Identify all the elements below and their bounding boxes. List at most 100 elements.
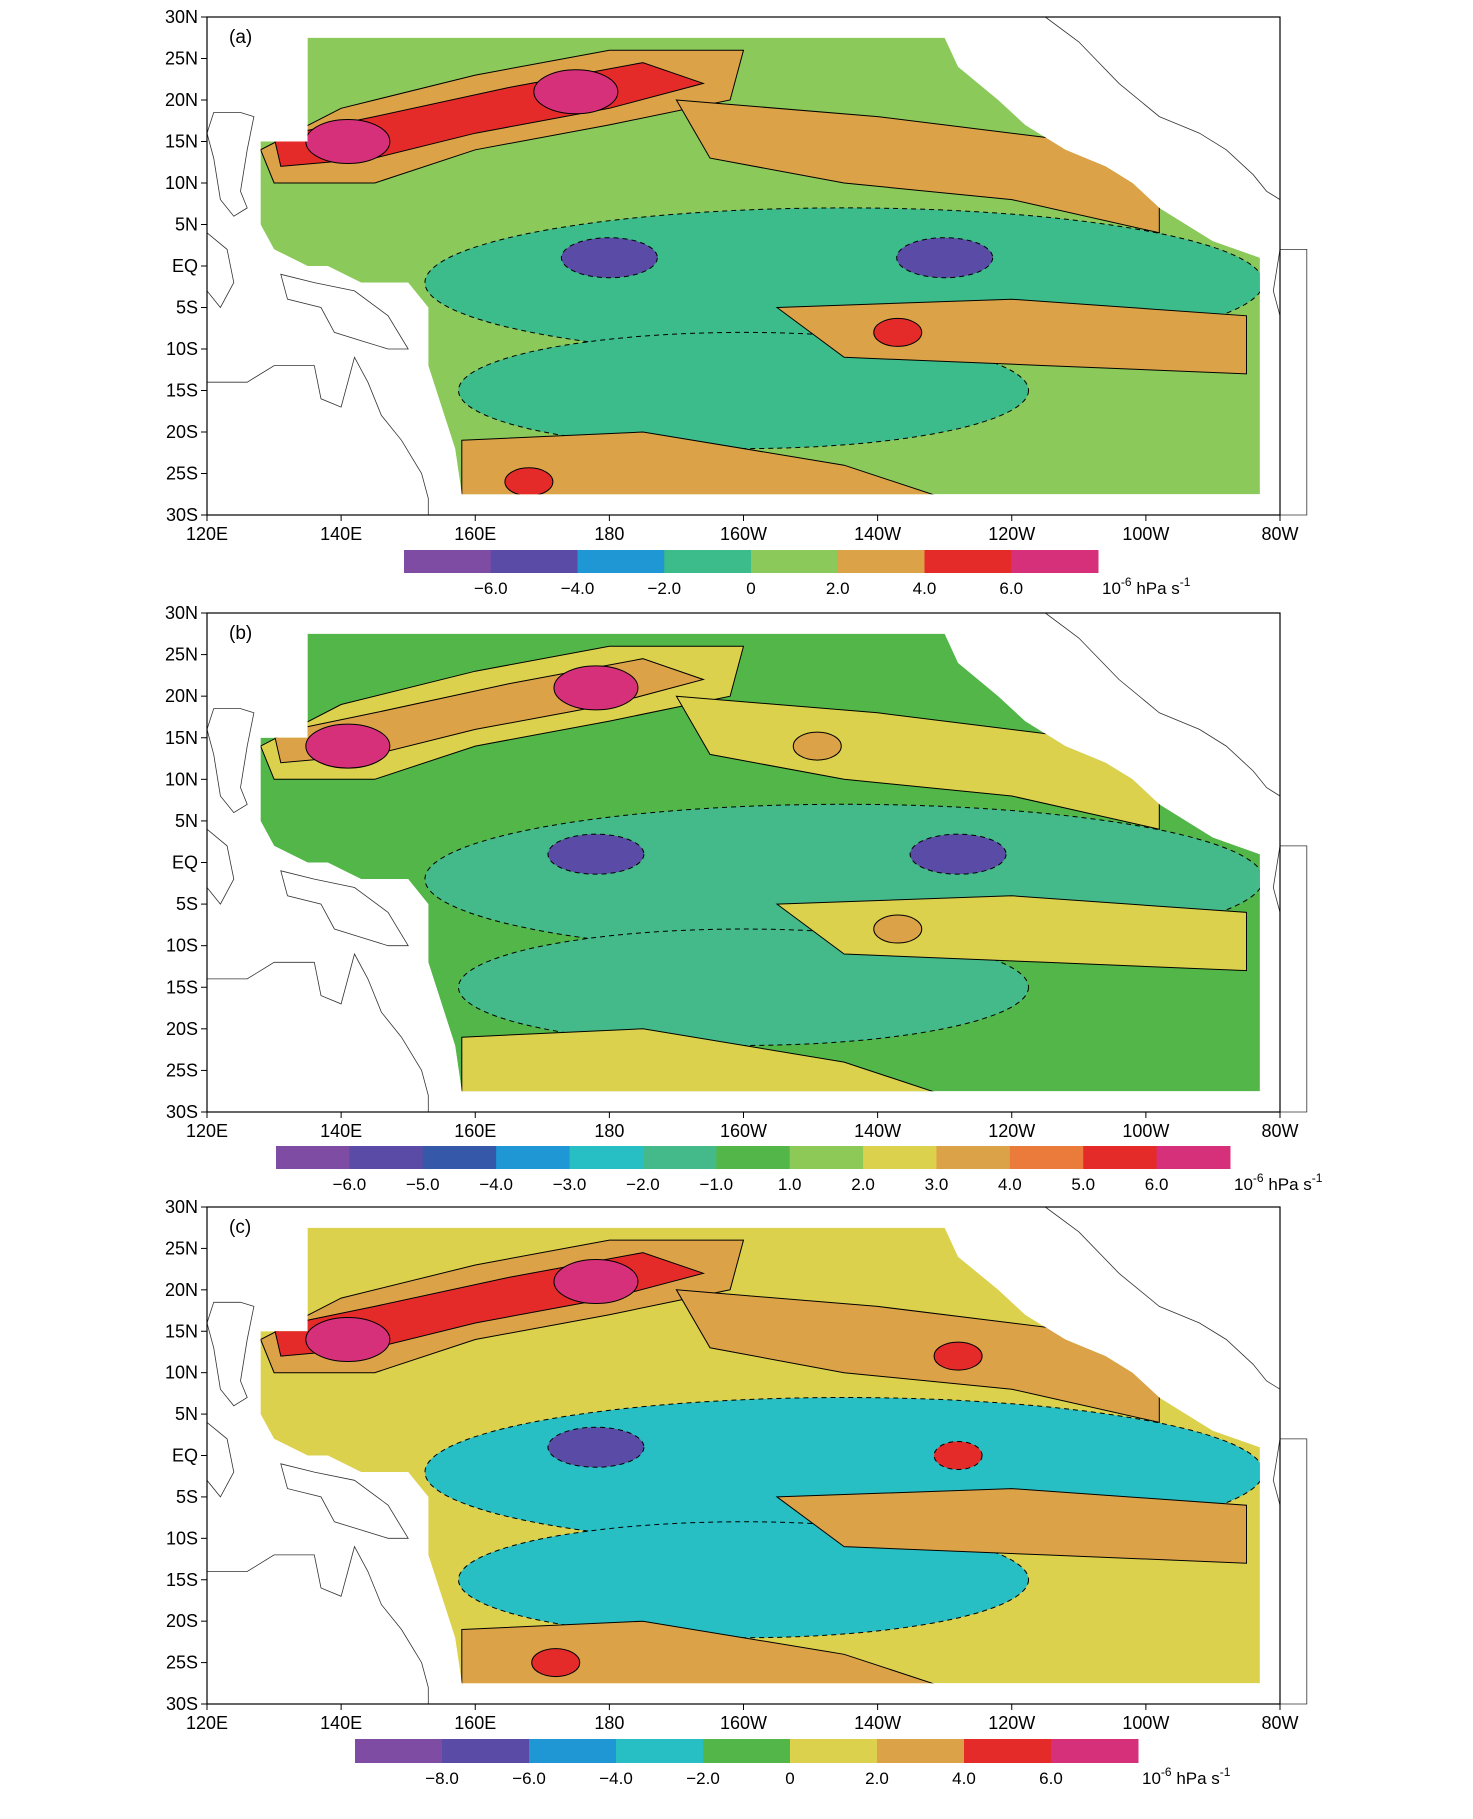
lat-tick-label: EQ [172,256,198,276]
contour-center-positive [305,119,391,164]
lat-tick-label: 30S [166,505,198,525]
panel-label: (a) [229,27,252,48]
lat-tick-label: 25N [165,1238,198,1258]
lon-tick-label: 80W [1261,1713,1298,1733]
lat-tick-label: 25S [166,1653,198,1673]
lat-tick-label: EQ [172,853,198,873]
coastline [206,356,429,516]
lon-tick-label: 160E [454,1713,496,1733]
colorbar-tick-label: 6.0 [1145,1175,1169,1194]
lat-tick-label: 10N [165,769,198,789]
colorbar-swatch [422,1146,497,1169]
lat-tick-label: 20S [166,1611,198,1631]
colorbar-swatch [1051,1739,1139,1763]
lat-tick-label: EQ [172,1446,198,1466]
lat-tick-label: 15N [165,132,198,152]
lon-tick-label: 80W [1261,524,1298,544]
contour-center-negative [560,237,658,279]
colorbar-tick-label: −6.0 [333,1175,367,1194]
lon-tick-label: 100W [1122,1713,1169,1733]
colorbar-unit: 10-6 hPa s-1 [1102,575,1191,598]
eastern-positive-band [675,1289,1160,1424]
lon-tick-label: 160W [720,1713,767,1733]
colorbar-swatch [642,1146,717,1169]
coastline [1272,249,1308,516]
colorbar-swatch [355,1739,443,1763]
coastline [280,273,409,350]
lat-tick-label: 15S [166,1570,198,1590]
lon-tick-label: 180 [594,1713,624,1733]
colorbar-tick-label: 2.0 [865,1769,889,1788]
colorbar-swatch [569,1146,644,1169]
colorbar-swatch [790,1739,878,1763]
colorbar-tick-label: 0 [785,1769,794,1788]
coastline [1272,1438,1308,1705]
colorbar-swatch [789,1146,864,1169]
colorbar-swatch [577,550,665,573]
colorbar-tick-label: 2.0 [851,1175,875,1194]
colorbar-tick-label: −2.0 [686,1769,720,1788]
colorbar-tick-label: −8.0 [425,1769,459,1788]
contour-center-positive [873,317,923,347]
colorbar-tick-label: 4.0 [913,579,937,598]
lat-tick-label: 25N [165,645,198,665]
lat-tick-label: 20N [165,1280,198,1300]
colorbar-tick-label: −4.0 [479,1175,513,1194]
lon-tick-label: 140E [320,524,362,544]
lon-tick-label: 140E [320,1713,362,1733]
colorbar-tick-label: −6.0 [474,579,508,598]
colorbar-tick-label: 3.0 [925,1175,949,1194]
coastline [280,870,409,947]
contour-center-positive [305,1317,391,1363]
lat-tick-label: 5S [176,298,198,318]
lon-tick-label: 100W [1122,1121,1169,1141]
lat-tick-label: 20S [166,1019,198,1039]
coastline [280,1463,409,1539]
southwest-positive-band [461,431,945,495]
lon-tick-label: 180 [594,1121,624,1141]
lat-tick-label: 15S [166,381,198,401]
coastline [206,952,429,1113]
coastline [206,708,255,814]
lat-tick-label: 30N [165,1197,198,1217]
colorbar-tick-label: −6.0 [512,1769,546,1788]
colorbar-swatch [616,1739,704,1763]
lat-tick-label: 30S [166,1694,198,1714]
lat-tick-label: 15N [165,1321,198,1341]
colorbar-swatch [703,1739,791,1763]
colorbar-tick-label: 6.0 [1039,1769,1063,1788]
colorbar-swatch [716,1146,791,1169]
lat-tick-label: 25N [165,49,198,69]
panel-label: (b) [229,623,252,644]
colorbar-tick-label: −2.0 [647,579,681,598]
lon-tick-label: 120E [186,1121,228,1141]
panel-label: (c) [229,1217,251,1238]
colorbar-tick-label: −1.0 [700,1175,734,1194]
colorbar-swatch [863,1146,937,1169]
colorbar-tick-label: 4.0 [952,1769,976,1788]
contour-center-positive [792,731,842,761]
colorbar-tick-label: −4.0 [599,1769,633,1788]
lon-tick-label: 120W [988,1713,1035,1733]
coastline [206,828,235,905]
lon-tick-label: 120E [186,524,228,544]
colorbar-tick-label: 6.0 [999,579,1023,598]
colorbar-swatch [496,1146,571,1169]
contour-center-positive [933,1341,983,1371]
coastline [206,1301,255,1407]
colorbar-swatch [751,550,839,573]
contour-center-negative [547,833,645,875]
colorbar-tick-label: 2.0 [826,579,850,598]
coastline [206,1421,235,1498]
contour-center-positive [531,1648,581,1678]
colorbar-unit: 10-6 hPa s-1 [1142,1765,1231,1788]
contour-center-negative [896,237,994,279]
colorbar-swatch [837,550,925,573]
colorbar-swatch [924,550,1012,573]
colorbar-swatch [442,1739,530,1763]
lat-tick-label: 20N [165,90,198,110]
colorbar-swatch [877,1739,965,1763]
colorbar-swatch [404,550,492,573]
lon-tick-label: 160E [454,524,496,544]
lon-tick-label: 140W [854,524,901,544]
